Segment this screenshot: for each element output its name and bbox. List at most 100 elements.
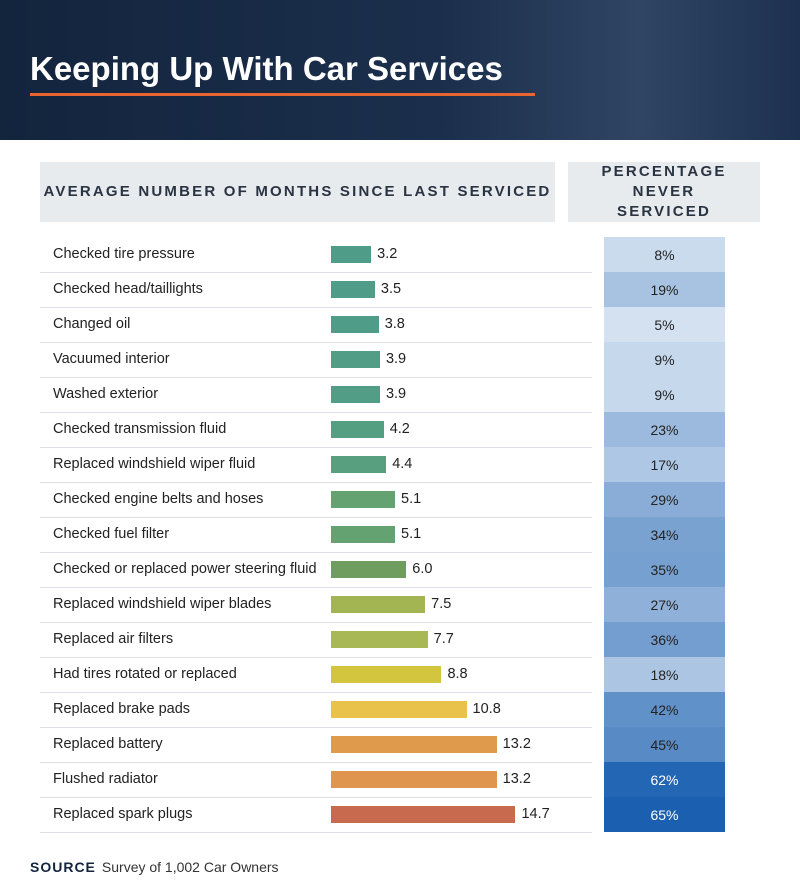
row-separator bbox=[40, 692, 592, 693]
row-separator bbox=[40, 412, 592, 413]
percentage-label: 36% bbox=[650, 631, 679, 648]
category-label: Replaced windshield wiper blades bbox=[53, 595, 272, 612]
bar bbox=[331, 806, 516, 823]
percentage-cell: 45% bbox=[604, 727, 725, 762]
percentage-cell: 5% bbox=[604, 307, 725, 342]
title-underline bbox=[30, 93, 535, 96]
bar bbox=[331, 316, 379, 333]
value-label: 3.9 bbox=[385, 350, 407, 367]
percentage-label: 45% bbox=[650, 736, 679, 753]
percentage-label: 27% bbox=[650, 596, 679, 613]
category-label: Checked engine belts and hoses bbox=[53, 490, 264, 507]
category-label: Checked or replaced power steering fluid bbox=[53, 560, 317, 577]
bar bbox=[331, 351, 380, 368]
percentage-label: 8% bbox=[654, 246, 675, 263]
bar bbox=[331, 666, 442, 683]
percentage-cell: 62% bbox=[604, 762, 725, 797]
value-label: 3.8 bbox=[384, 315, 405, 332]
percentage-label: 18% bbox=[650, 666, 679, 683]
percentage-cell: 18% bbox=[604, 657, 725, 692]
row-separator bbox=[40, 762, 592, 763]
row-separator bbox=[40, 727, 592, 728]
row-separator bbox=[40, 832, 592, 833]
percentage-label: 5% bbox=[654, 316, 675, 333]
percentage-cell: 17% bbox=[604, 447, 725, 482]
percentage-label: 19% bbox=[650, 281, 679, 298]
percentage-label: 9% bbox=[654, 351, 675, 368]
value-label: 8.8 bbox=[447, 665, 468, 682]
value-label: 13.2 bbox=[502, 735, 531, 752]
percentage-cell: 19% bbox=[604, 272, 725, 307]
row-separator bbox=[40, 622, 592, 623]
percentage-cell: 34% bbox=[604, 517, 725, 552]
bar bbox=[331, 596, 426, 613]
value-label: 7.5 bbox=[431, 595, 452, 612]
percentage-cell: 35% bbox=[604, 552, 725, 587]
column-header: AVERAGE NUMBER OF MONTHS SINCE LAST SERV… bbox=[40, 162, 555, 222]
percentage-cell: 42% bbox=[604, 692, 725, 727]
value-label: 5.1 bbox=[401, 525, 422, 542]
value-label: 3.5 bbox=[380, 280, 402, 297]
percentage-cell: 36% bbox=[604, 622, 725, 657]
category-label: Replaced air filters bbox=[53, 630, 174, 647]
source-text: Survey of 1,002 Car Owners bbox=[101, 859, 279, 875]
category-label: Had tires rotated or replaced bbox=[53, 665, 237, 682]
bar bbox=[331, 421, 384, 438]
category-label: Flushed radiator bbox=[53, 770, 158, 787]
value-label: 5.1 bbox=[401, 490, 422, 507]
row-separator bbox=[40, 307, 592, 308]
value-label: 3.2 bbox=[377, 245, 398, 262]
bar bbox=[331, 701, 467, 718]
source-note: SOURCE Survey of 1,002 Car Owners bbox=[30, 859, 279, 875]
percentage-cell: 9% bbox=[604, 342, 725, 377]
source-label: SOURCE bbox=[30, 859, 96, 875]
bar bbox=[331, 736, 497, 753]
category-label: Washed exterior bbox=[53, 385, 159, 402]
category-label: Checked transmission fluid bbox=[53, 420, 227, 437]
category-label: Vacuumed interior bbox=[53, 350, 170, 367]
percentage-cell: 8% bbox=[604, 237, 725, 272]
category-label: Checked fuel filter bbox=[53, 525, 170, 542]
row-separator bbox=[40, 552, 592, 553]
category-label: Checked head/taillights bbox=[53, 280, 203, 297]
percentage-label: 42% bbox=[650, 701, 679, 718]
percentage-cell: 29% bbox=[604, 482, 725, 517]
value-label: 6.0 bbox=[412, 560, 433, 577]
category-label: Checked tire pressure bbox=[53, 245, 195, 262]
row-separator bbox=[40, 517, 592, 518]
bar bbox=[331, 771, 497, 788]
category-label: Changed oil bbox=[53, 315, 131, 332]
row-separator bbox=[40, 482, 592, 483]
percentage-label: 17% bbox=[650, 456, 679, 473]
percentage-cell: 9% bbox=[604, 377, 725, 412]
row-separator bbox=[40, 342, 592, 343]
row-separator bbox=[40, 377, 592, 378]
value-label: 4.4 bbox=[392, 455, 413, 472]
chart-title: Keeping Up With Car Services bbox=[30, 50, 503, 87]
row-separator bbox=[40, 447, 592, 448]
value-label: 3.9 bbox=[385, 385, 407, 402]
category-label: Replaced brake pads bbox=[53, 700, 191, 717]
bar bbox=[331, 456, 387, 473]
row-separator bbox=[40, 272, 592, 273]
bar bbox=[331, 491, 395, 508]
percentage-label: 23% bbox=[650, 421, 679, 438]
row-separator bbox=[40, 587, 592, 588]
value-label: 14.7 bbox=[521, 805, 550, 822]
bar bbox=[331, 526, 395, 543]
percentage-label: 9% bbox=[654, 386, 675, 403]
bar bbox=[331, 246, 372, 263]
percentage-label: 29% bbox=[650, 491, 679, 508]
row-separator bbox=[40, 657, 592, 658]
row-separator bbox=[40, 797, 592, 798]
percentage-cell: 27% bbox=[604, 587, 725, 622]
value-label: 7.7 bbox=[433, 630, 454, 647]
percentage-label: 62% bbox=[650, 771, 679, 788]
percentage-cell: 65% bbox=[604, 797, 725, 832]
percentage-label: 35% bbox=[650, 561, 679, 578]
value-label: 4.2 bbox=[389, 420, 410, 437]
column-header: PERCENTAGE NEVER SERVICED bbox=[568, 162, 760, 222]
header-banner bbox=[0, 0, 800, 140]
percentage-label: 34% bbox=[650, 526, 679, 543]
